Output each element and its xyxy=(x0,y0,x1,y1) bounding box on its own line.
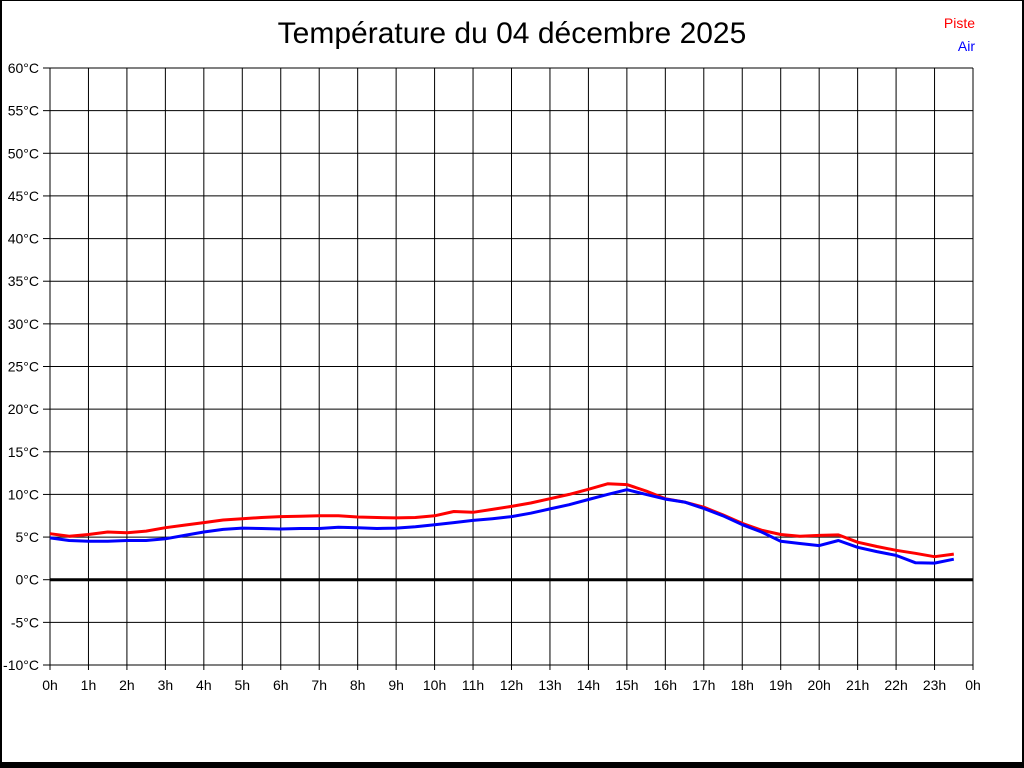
svg-text:6h: 6h xyxy=(273,677,289,693)
legend-item-air: Air xyxy=(944,35,975,58)
svg-text:20h: 20h xyxy=(807,677,830,693)
svg-text:5°C: 5°C xyxy=(16,529,40,545)
svg-text:15°C: 15°C xyxy=(8,444,39,460)
legend-label-air: Air xyxy=(957,38,975,54)
chart-title: Température du 04 décembre 2025 xyxy=(277,17,747,50)
svg-text:5h: 5h xyxy=(235,677,251,693)
svg-text:50°C: 50°C xyxy=(8,145,39,161)
svg-text:18h: 18h xyxy=(731,677,754,693)
svg-text:0h: 0h xyxy=(965,677,981,693)
svg-text:10h: 10h xyxy=(423,677,446,693)
svg-text:19h: 19h xyxy=(769,677,792,693)
y-axis-labels: 60°C 55°C 50°C 45°C 40°C 35°C 30°C 25°C 20°C 15°C… xyxy=(3,60,39,673)
svg-text:10°C: 10°C xyxy=(8,486,39,502)
svg-text:40°C: 40°C xyxy=(8,231,39,247)
svg-text:-5°C: -5°C xyxy=(11,614,39,630)
svg-text:17h: 17h xyxy=(692,677,715,693)
svg-text:14h: 14h xyxy=(577,677,600,693)
x-axis-labels: 0h 1h 2h 3h 4h 5h 6h 7h 8h 9h 10h 11h 12h 13h 14h 15h 16… xyxy=(42,677,981,693)
legend-item-piste: Piste xyxy=(944,12,975,35)
svg-text:23h: 23h xyxy=(923,677,946,693)
svg-text:45°C: 45°C xyxy=(8,188,39,204)
svg-text:16h: 16h xyxy=(654,677,677,693)
svg-text:7h: 7h xyxy=(311,677,327,693)
grid-lines xyxy=(43,67,974,670)
series-piste-line xyxy=(49,482,955,559)
svg-text:0h: 0h xyxy=(42,677,58,693)
legend: Piste Air xyxy=(944,12,975,58)
svg-text:22h: 22h xyxy=(884,677,907,693)
svg-text:20°C: 20°C xyxy=(8,401,39,417)
svg-text:3h: 3h xyxy=(158,677,174,693)
svg-text:35°C: 35°C xyxy=(8,273,39,289)
svg-text:2h: 2h xyxy=(119,677,135,693)
svg-text:8h: 8h xyxy=(350,677,366,693)
legend-label-piste: Piste xyxy=(943,15,975,31)
svg-text:1h: 1h xyxy=(81,677,97,693)
series-air-line xyxy=(49,488,955,565)
svg-text:25°C: 25°C xyxy=(8,359,39,375)
svg-text:55°C: 55°C xyxy=(8,103,39,119)
svg-text:30°C: 30°C xyxy=(8,316,39,332)
svg-text:9h: 9h xyxy=(388,677,404,693)
svg-text:12h: 12h xyxy=(500,677,523,693)
svg-text:0°C: 0°C xyxy=(16,572,40,588)
svg-text:11h: 11h xyxy=(462,677,484,693)
svg-text:-10°C: -10°C xyxy=(3,657,39,673)
svg-text:21h: 21h xyxy=(846,677,869,693)
svg-text:13h: 13h xyxy=(538,677,561,693)
svg-text:15h: 15h xyxy=(615,677,638,693)
svg-text:60°C: 60°C xyxy=(8,60,39,76)
svg-text:4h: 4h xyxy=(196,677,212,693)
